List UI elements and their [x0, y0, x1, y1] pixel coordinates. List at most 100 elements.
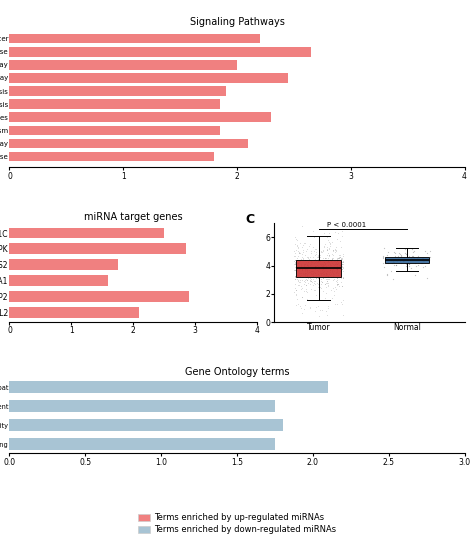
Point: [296, 264, 303, 273]
Point: [405, 251, 413, 260]
Point: [317, 246, 325, 255]
Point: [295, 280, 303, 289]
Point: [335, 261, 343, 270]
Point: [328, 266, 336, 275]
Point: [305, 258, 312, 266]
Point: [317, 248, 324, 256]
Point: [304, 253, 312, 262]
Point: [300, 263, 308, 271]
Point: [292, 286, 300, 295]
Point: [328, 268, 335, 277]
Point: [298, 284, 306, 293]
Point: [380, 263, 387, 271]
Point: [329, 251, 337, 260]
Point: [292, 261, 300, 270]
Point: [327, 262, 335, 271]
Point: [303, 245, 311, 254]
Point: [329, 247, 337, 256]
Point: [333, 256, 341, 265]
Point: [302, 246, 310, 255]
Point: [324, 273, 332, 281]
Bar: [9, 113, 271, 122]
Point: [316, 263, 323, 271]
Point: [333, 234, 341, 243]
PathPatch shape: [385, 257, 429, 263]
Point: [333, 265, 340, 274]
Point: [314, 263, 322, 271]
Point: [418, 259, 426, 268]
Bar: [9, 291, 189, 302]
Point: [317, 279, 324, 288]
Point: [295, 300, 302, 309]
Point: [301, 259, 309, 268]
Point: [322, 307, 330, 316]
Point: [290, 266, 298, 275]
Point: [314, 256, 321, 265]
Point: [323, 244, 331, 253]
Point: [314, 273, 322, 281]
Point: [323, 262, 330, 271]
Point: [300, 239, 308, 248]
Point: [318, 262, 326, 271]
Point: [322, 254, 330, 263]
Point: [294, 242, 301, 251]
Point: [313, 278, 321, 287]
Point: [314, 257, 322, 266]
Point: [308, 258, 315, 267]
Point: [292, 269, 300, 278]
Point: [315, 251, 322, 260]
Point: [320, 270, 328, 279]
Point: [291, 259, 299, 268]
Point: [301, 280, 308, 289]
Point: [338, 254, 346, 263]
Point: [394, 254, 402, 263]
Point: [300, 260, 308, 269]
Point: [420, 257, 428, 266]
Point: [292, 258, 299, 266]
Point: [334, 268, 341, 276]
Point: [324, 271, 332, 280]
Point: [294, 259, 301, 268]
Point: [333, 262, 341, 271]
Point: [330, 283, 337, 292]
Point: [339, 310, 346, 319]
Point: [325, 244, 333, 253]
Point: [327, 231, 334, 240]
Point: [306, 277, 314, 286]
Point: [322, 275, 330, 284]
Point: [305, 241, 313, 250]
Point: [401, 249, 409, 258]
Bar: [9, 47, 311, 57]
Point: [292, 266, 299, 275]
Point: [298, 265, 306, 274]
Point: [324, 277, 331, 286]
Point: [326, 268, 334, 276]
Point: [312, 249, 319, 258]
Point: [338, 260, 346, 269]
Point: [337, 277, 344, 286]
Point: [410, 247, 417, 256]
Point: [305, 272, 313, 281]
Point: [326, 239, 333, 248]
Point: [326, 266, 334, 275]
Point: [321, 240, 329, 249]
Point: [323, 243, 331, 251]
Point: [338, 281, 346, 290]
Point: [307, 239, 314, 248]
Point: [337, 258, 344, 266]
Point: [326, 270, 334, 279]
Point: [401, 245, 409, 254]
Point: [395, 249, 403, 258]
Point: [321, 273, 328, 282]
Point: [333, 260, 341, 269]
Point: [329, 246, 337, 255]
Point: [338, 258, 346, 266]
Point: [329, 271, 337, 280]
Point: [402, 250, 410, 259]
Point: [310, 286, 318, 295]
Point: [338, 299, 346, 308]
Point: [325, 250, 333, 259]
Point: [296, 302, 304, 311]
Point: [335, 253, 343, 262]
Point: [329, 269, 337, 278]
